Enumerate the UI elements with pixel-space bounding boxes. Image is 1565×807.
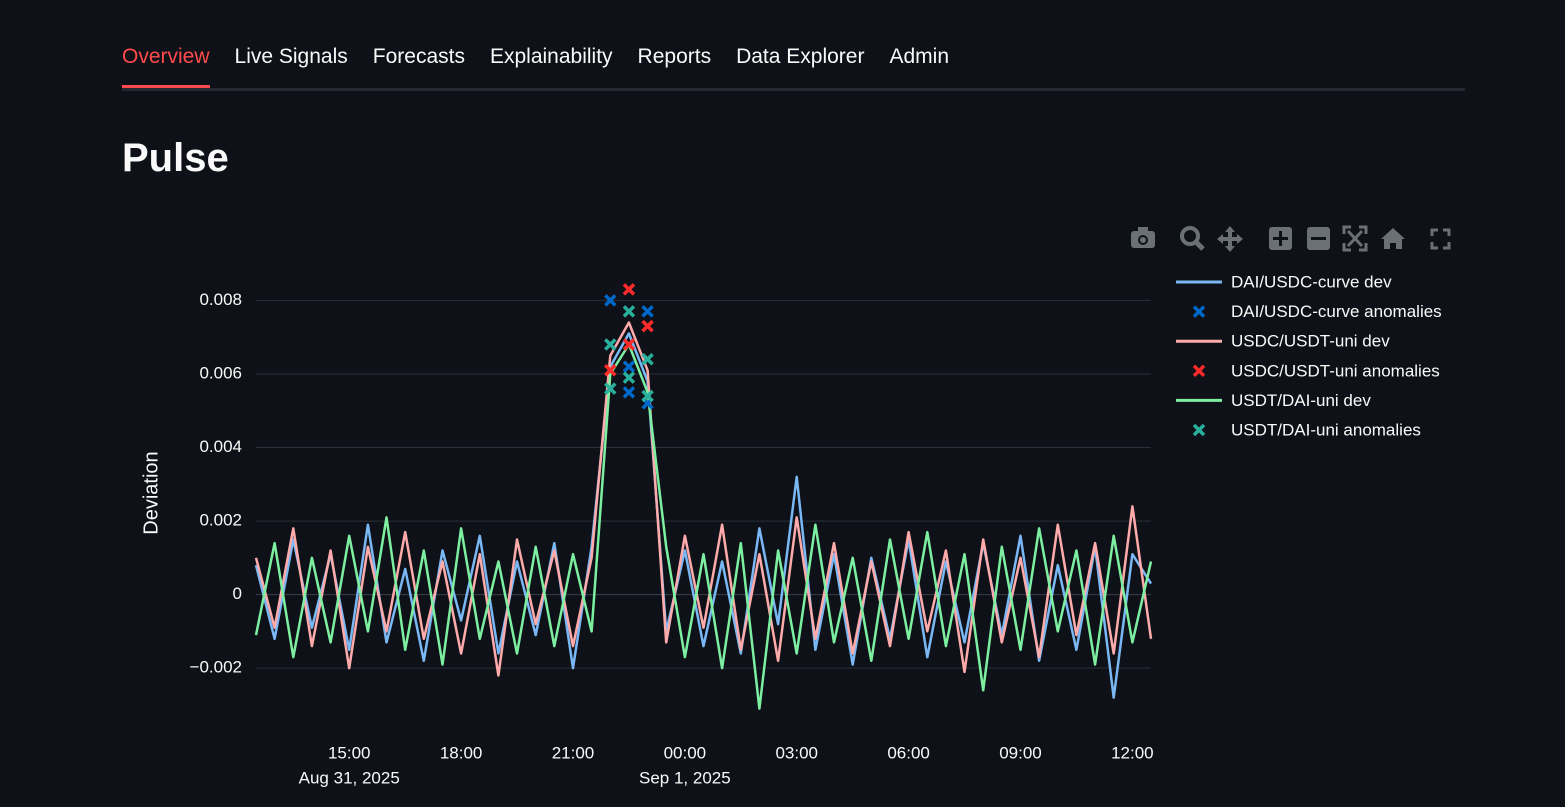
anomaly-series [604,283,654,377]
anomaly-marker [622,386,636,399]
autoscale-button[interactable] [1342,225,1368,252]
fullscreen-button[interactable] [1430,228,1451,250]
tab[interactable]: Explainability [489,45,613,68]
anomaly-marker [641,389,654,403]
y-tick-label: 0.006 [199,363,242,382]
x-tick-label: 18:00 [440,743,483,762]
anomaly-marker [622,360,636,373]
tab[interactable]: Admin [889,45,949,68]
anomaly-marker [622,371,636,384]
anomaly-marker [604,382,617,395]
x-tick-label: 03:00 [775,743,818,762]
tab[interactable]: Live Signals [234,45,348,68]
legend-item[interactable]: USDT/DAI-uni anomalies [1192,420,1421,439]
y-tick-label: 0 [233,584,242,603]
x-tick-label: 12:00 [1111,743,1154,762]
x-tick-label: 21:00 [552,743,595,762]
anomaly-series [604,305,654,403]
series-line [254,321,1153,677]
series-line [254,343,1153,710]
legend-label: USDC/USDT-uni dev [1231,332,1390,351]
y-tick-label: 0.004 [199,437,242,456]
legend-item[interactable]: USDT/DAI-uni dev [1176,391,1371,410]
anomaly-marker [622,305,636,318]
anomaly-marker [604,294,617,307]
camera-button[interactable] [1131,227,1155,248]
legend-item[interactable]: USDC/USDT-uni anomalies [1192,361,1440,380]
legend-item[interactable]: DAI/USDC-curve dev [1176,272,1392,291]
anomaly-marker [641,352,654,366]
page-title: Pulse [122,136,229,180]
y-tick-label: 0.002 [199,511,242,530]
anomaly-marker [604,338,617,351]
anomaly-marker [641,305,654,318]
y-axis-title: Deviation [140,451,162,534]
modebar [1131,225,1451,252]
anomaly-series [604,294,654,410]
x-tick-label: 15:00 [328,743,371,762]
anomaly-marker [622,283,636,296]
legend-label: USDC/USDT-uni anomalies [1231,361,1440,380]
zoom-in-button[interactable] [1269,227,1292,250]
zoom-button[interactable] [1180,226,1205,251]
y-tick-label: −0.002 [190,658,242,677]
tab[interactable]: Overview [122,40,210,88]
zoom-out-button[interactable] [1307,227,1330,250]
legend-label: USDT/DAI-uni anomalies [1231,420,1421,439]
x-date-label: Aug 31, 2025 [299,768,400,787]
y-tick-label: 0.008 [199,290,242,309]
pan-button[interactable] [1217,226,1243,252]
legend-item[interactable]: DAI/USDC-curve anomalies [1192,302,1442,321]
tab[interactable]: Reports [637,45,712,68]
anomaly-marker [622,338,636,351]
x-tick-label: 06:00 [887,743,930,762]
x-date-label: Sep 1, 2025 [639,768,731,787]
anomaly-marker [604,364,617,377]
x-tick-label: 09:00 [999,743,1042,762]
reset-button[interactable] [1381,228,1405,249]
tab[interactable]: Forecasts [372,45,465,68]
legend-label: DAI/USDC-curve dev [1231,272,1392,291]
legend-marker [1192,423,1206,437]
legend-marker [1192,364,1206,378]
legend-label: DAI/USDC-curve anomalies [1231,302,1442,321]
legend-marker [1192,305,1206,318]
series-line [254,332,1153,699]
legend-item[interactable]: USDC/USDT-uni dev [1176,332,1390,351]
tab-bar: Overview Live Signals Forecasts Explainabil… [122,40,1465,91]
legend-label: USDT/DAI-uni dev [1231,391,1371,410]
x-tick-label: 00:00 [664,743,707,762]
tab[interactable]: Data Explorer [736,45,865,68]
anomaly-marker [641,319,654,333]
